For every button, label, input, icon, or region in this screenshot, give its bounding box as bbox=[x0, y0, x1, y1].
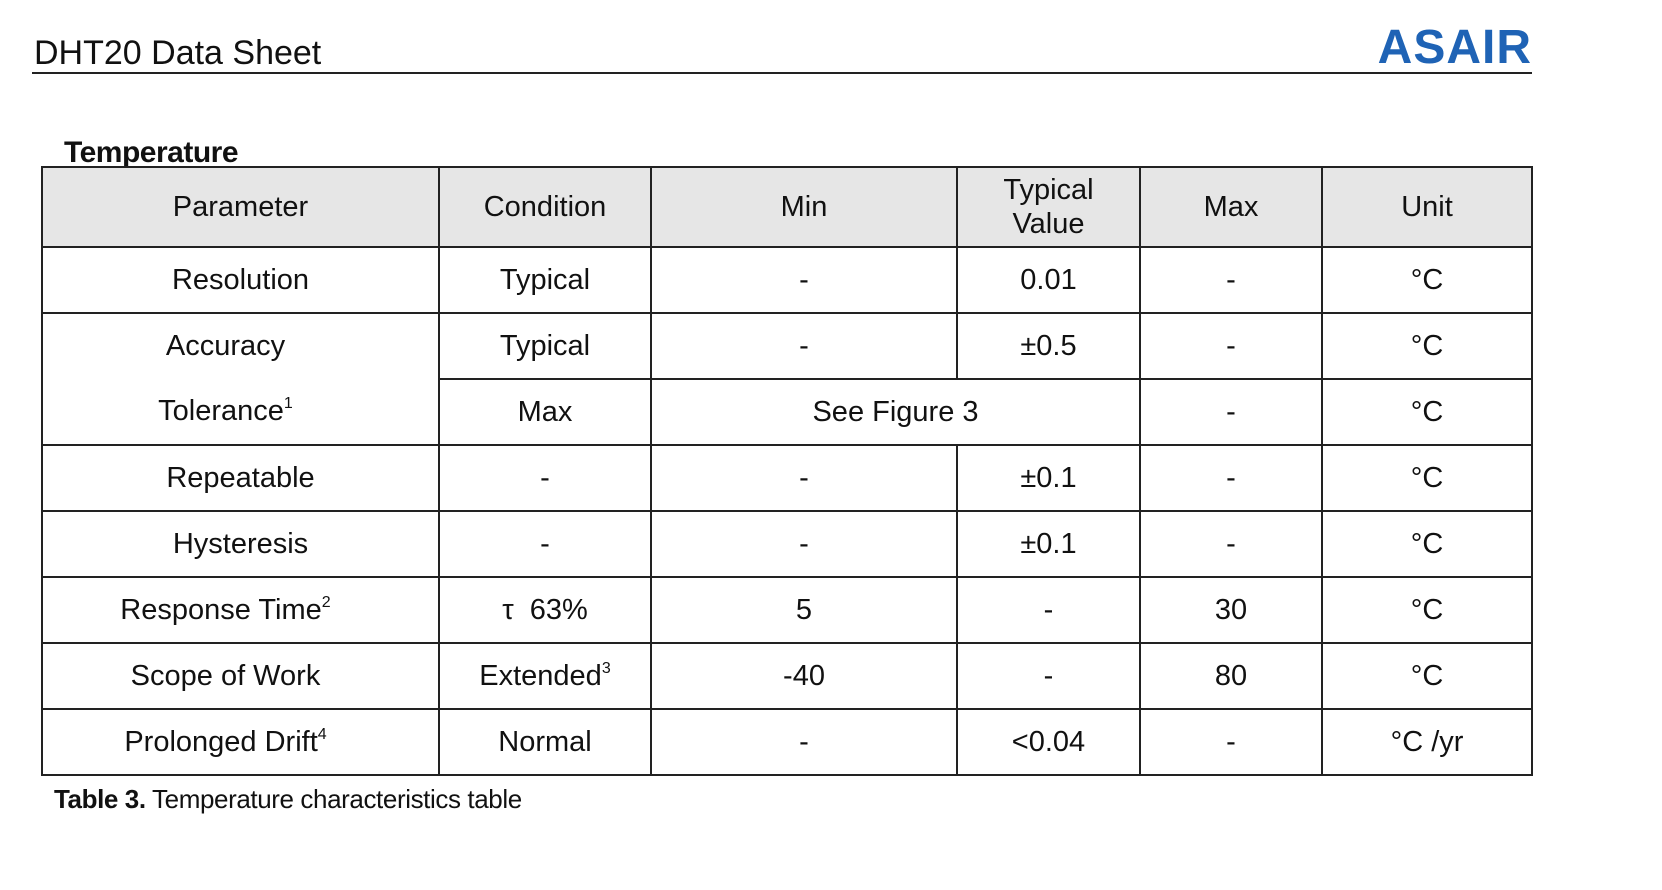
cell-condition: Typical bbox=[438, 246, 652, 314]
cell-min: - bbox=[650, 444, 958, 512]
cell-condition: Typical bbox=[438, 312, 652, 380]
cell-parameter: Hysteresis bbox=[41, 510, 440, 578]
cell-unit: °C bbox=[1321, 312, 1533, 380]
cell-typical: ±0.5 bbox=[956, 312, 1141, 380]
table-row: Response Time2 τ 63% 5 - 30 °C bbox=[41, 576, 1533, 644]
table-row: Scope of Work Extended3 -40 - 80 °C bbox=[41, 642, 1533, 710]
cell-min: - bbox=[650, 312, 958, 380]
cell-max: 30 bbox=[1139, 576, 1323, 644]
caption-label: Table 3. bbox=[54, 784, 146, 814]
cell-condition: - bbox=[438, 444, 652, 512]
cell-min: 5 bbox=[650, 576, 958, 644]
header-typical-value: Typical Value bbox=[956, 166, 1141, 248]
cell-unit: °C bbox=[1321, 246, 1533, 314]
footnote-marker: 3 bbox=[601, 659, 611, 677]
cell-max: - bbox=[1139, 708, 1323, 776]
temperature-spec-table: Parameter Condition Min Typical Value Ma… bbox=[41, 166, 1533, 776]
cell-parameter-text: Scope of Work bbox=[130, 659, 321, 692]
cell-min: - bbox=[650, 246, 958, 314]
table-row: Repeatable - - ±0.1 - °C bbox=[41, 444, 1533, 512]
header-condition: Condition bbox=[438, 166, 652, 248]
cell-parameter: Scope of Work bbox=[41, 642, 440, 710]
table-caption: Table 3. Temperature characteristics tab… bbox=[54, 784, 522, 815]
cell-parameter-text: Tolerance bbox=[158, 395, 284, 427]
cell-max: - bbox=[1139, 444, 1323, 512]
cell-unit: °C bbox=[1321, 576, 1533, 644]
cell-max: - bbox=[1139, 378, 1323, 446]
cell-condition: Normal bbox=[438, 708, 652, 776]
cell-condition: Extended3 bbox=[438, 642, 652, 710]
cell-max: - bbox=[1139, 312, 1323, 380]
cell-typical: ±0.1 bbox=[956, 444, 1141, 512]
header-rule bbox=[32, 72, 1532, 74]
cell-min: - bbox=[650, 708, 958, 776]
caption-text: Temperature characteristics table bbox=[145, 784, 522, 814]
footnote-marker: 2 bbox=[321, 593, 331, 611]
cell-condition: - bbox=[438, 510, 652, 578]
cell-condition-text: Extended bbox=[479, 659, 602, 692]
table-row: Prolonged Drift4 Normal - <0.04 - °C /yr bbox=[41, 708, 1533, 776]
cell-unit: °C /yr bbox=[1321, 708, 1533, 776]
header-parameter: Parameter bbox=[41, 166, 440, 248]
cell-condition: τ 63% bbox=[438, 576, 652, 644]
header-typical-value-text: Typical Value bbox=[1003, 174, 1094, 240]
cell-parameter-text: Accuracy bbox=[165, 330, 286, 362]
cell-parameter: Repeatable bbox=[41, 444, 440, 512]
cell-max: - bbox=[1139, 246, 1323, 314]
section-title: Temperature bbox=[64, 136, 239, 169]
asair-logo: ASAIR bbox=[1377, 21, 1532, 74]
cell-min: -40 bbox=[650, 642, 958, 710]
document-title: DHT20 Data Sheet bbox=[34, 34, 322, 72]
cell-see-figure: See Figure 3 bbox=[650, 378, 1141, 446]
cell-typical: <0.04 bbox=[956, 708, 1141, 776]
cell-parameter-text: Response Time bbox=[120, 593, 322, 626]
cell-typical: - bbox=[956, 642, 1141, 710]
header-min: Min bbox=[650, 166, 958, 248]
footnote-marker: 1 bbox=[283, 395, 293, 412]
table-row: Accuracy Typical - ±0.5 - °C bbox=[41, 312, 1533, 380]
table-row: Resolution Typical - 0.01 - °C bbox=[41, 246, 1533, 314]
cell-unit: °C bbox=[1321, 642, 1533, 710]
table-row: Hysteresis - - ±0.1 - °C bbox=[41, 510, 1533, 578]
cell-parameter-text: Prolonged Drift bbox=[124, 725, 318, 758]
cell-unit: °C bbox=[1321, 378, 1533, 446]
table-row: Tolerance1 Max See Figure 3 - °C bbox=[41, 378, 1533, 446]
cell-max: 80 bbox=[1139, 642, 1323, 710]
cell-typical: 0.01 bbox=[956, 246, 1141, 314]
table-header-row: Parameter Condition Min Typical Value Ma… bbox=[41, 166, 1533, 248]
cell-parameter: Tolerance1 bbox=[41, 379, 440, 446]
footnote-marker: 4 bbox=[317, 725, 327, 743]
cell-min: - bbox=[650, 510, 958, 578]
cell-unit: °C bbox=[1321, 510, 1533, 578]
cell-max: - bbox=[1139, 510, 1323, 578]
cell-unit: °C bbox=[1321, 444, 1533, 512]
cell-parameter: Resolution bbox=[41, 246, 440, 314]
cell-parameter: Accuracy bbox=[41, 312, 440, 379]
cell-typical: - bbox=[956, 576, 1141, 644]
cell-parameter: Prolonged Drift4 bbox=[41, 708, 440, 776]
header-unit: Unit bbox=[1321, 166, 1533, 248]
cell-typical: ±0.1 bbox=[956, 510, 1141, 578]
header-max: Max bbox=[1139, 166, 1323, 248]
cell-parameter: Response Time2 bbox=[41, 576, 440, 644]
cell-condition: Max bbox=[438, 378, 652, 446]
